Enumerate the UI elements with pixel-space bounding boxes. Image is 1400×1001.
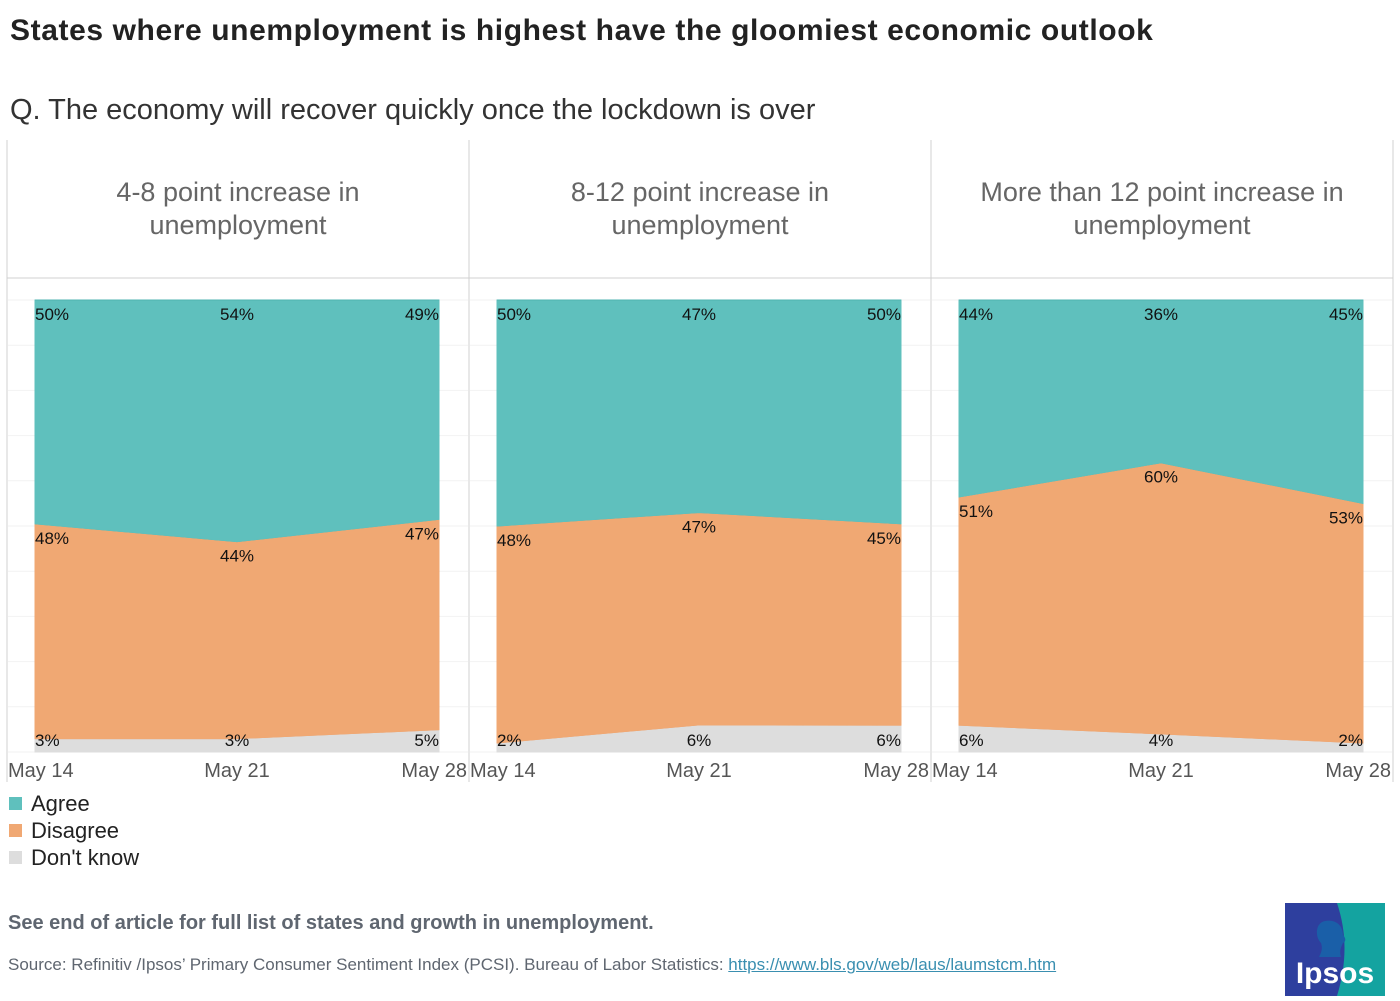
legend-item-agree: Agree [9, 791, 90, 817]
data-label: 44% [959, 305, 993, 324]
chart-subtitle: Q. The economy will recover quickly once… [10, 94, 816, 126]
svg-text:Ipsos: Ipsos [1296, 957, 1374, 990]
data-label: 5% [414, 731, 439, 750]
data-label: 48% [35, 529, 69, 548]
legend-label: Agree [31, 791, 90, 816]
area-agree [496, 299, 902, 527]
data-label: 49% [405, 305, 439, 324]
legend-label: Disagree [31, 818, 120, 843]
area-agree [34, 299, 440, 543]
data-label: 3% [35, 731, 60, 750]
x-tick-label: May 14 [8, 760, 74, 782]
charts-area: 4-8 point increase in unemployment 50% 48% 3… [6, 140, 1394, 782]
panel-title: 4-8 point increase in unemployment [116, 177, 359, 240]
data-label: 6% [687, 731, 712, 750]
data-label: 50% [35, 305, 69, 324]
panel-title: More than 12 point increase in unemployme… [980, 177, 1343, 240]
area-disagree [958, 462, 1364, 744]
area-disagree [496, 511, 902, 744]
legend-swatch-dont-know [9, 851, 22, 864]
data-label: 36% [1144, 305, 1178, 324]
data-label: 44% [220, 547, 254, 566]
data-label: 50% [497, 305, 531, 324]
ipsos-logo: Ipsos [1285, 903, 1385, 996]
legend-item-disagree: Disagree [9, 818, 119, 844]
data-label: 47% [682, 517, 716, 536]
x-tick-label: May 14 [470, 760, 536, 782]
source-link[interactable]: https://www.bls.gov/web/laus/laumstcm.ht… [728, 955, 1057, 974]
data-label: 47% [405, 524, 439, 543]
data-label: 3% [225, 731, 250, 750]
x-tick-label: May 28 [401, 760, 467, 782]
data-label: 51% [959, 502, 993, 521]
data-label: 45% [867, 529, 901, 548]
x-tick-label: May 21 [204, 760, 270, 782]
x-tick-label: May 21 [666, 760, 732, 782]
legend-swatch-agree [9, 797, 22, 810]
x-tick-label: May 28 [863, 760, 929, 782]
data-label: 47% [682, 305, 716, 324]
data-label: 2% [1338, 731, 1363, 750]
data-label: 60% [1144, 468, 1178, 487]
data-label: 54% [220, 305, 254, 324]
data-label: 45% [1329, 305, 1363, 324]
source-prefix: Source: Refinitiv /Ipsos’ Primary Consum… [8, 955, 729, 974]
footnote: See end of article for full list of stat… [8, 912, 654, 934]
panel-title: 8-12 point increase in unemployment [571, 177, 829, 240]
x-tick-label: May 21 [1128, 760, 1194, 782]
source-text: Source: Refinitiv /Ipsos’ Primary Consum… [8, 955, 1056, 975]
legend-label: Don't know [31, 845, 140, 870]
data-label: 50% [867, 305, 901, 324]
data-label: 48% [497, 531, 531, 550]
x-tick-label: May 28 [1325, 760, 1391, 782]
chart-title: States where unemployment is highest hav… [10, 14, 1154, 47]
data-label: 6% [876, 731, 901, 750]
legend-swatch-disagree [9, 824, 22, 837]
data-label: 53% [1329, 508, 1363, 527]
data-label: 4% [1149, 731, 1174, 750]
data-label: 2% [497, 731, 522, 750]
x-tick-label: May 14 [932, 760, 998, 782]
data-label: 6% [959, 731, 984, 750]
legend-item-dont-know: Don't know [9, 845, 139, 871]
